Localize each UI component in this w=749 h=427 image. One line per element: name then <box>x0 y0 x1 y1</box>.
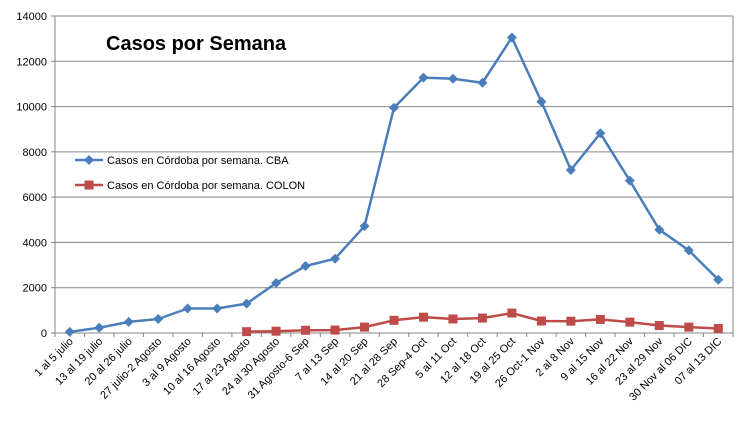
series-2 <box>242 308 723 337</box>
axes <box>54 16 734 334</box>
data-point <box>389 102 399 113</box>
data-point <box>625 317 635 327</box>
y-tick-label: 12000 <box>16 56 47 68</box>
chart-title: Casos por Semana <box>106 33 287 55</box>
data-point <box>301 325 311 335</box>
data-point <box>123 316 134 327</box>
data-point <box>447 73 458 84</box>
data-point <box>271 326 281 336</box>
y-tick-label: 14000 <box>16 11 47 23</box>
y-tick-label: 2000 <box>23 283 47 295</box>
data-point <box>595 314 605 324</box>
data-point <box>359 221 370 232</box>
data-point <box>654 224 665 235</box>
data-point <box>271 277 282 288</box>
legend-marker <box>84 155 94 165</box>
data-point <box>389 315 399 325</box>
legend: Casos en Córdoba por semana. CBA Casos en… <box>75 155 305 192</box>
y-tick-label: 8000 <box>23 147 47 159</box>
data-point <box>448 314 458 324</box>
data-point <box>94 322 105 333</box>
data-point <box>477 77 488 88</box>
grid-lines <box>55 15 733 334</box>
series-1 <box>64 32 724 337</box>
data-point <box>565 164 576 175</box>
data-point <box>713 274 724 285</box>
data-point <box>300 260 311 271</box>
data-point <box>683 245 694 256</box>
y-tick-label: 6000 <box>23 192 47 204</box>
data-point <box>212 303 223 314</box>
data-point <box>507 308 517 318</box>
legend-marker <box>84 180 94 190</box>
legend-label: Casos en Córdoba por semana. CBA <box>107 155 289 167</box>
data-point <box>595 128 606 139</box>
data-point <box>418 72 429 83</box>
data-point <box>64 326 75 337</box>
data-point <box>506 32 517 43</box>
data-point <box>330 325 340 335</box>
data-point <box>684 322 694 332</box>
series-layer <box>64 32 724 337</box>
data-point <box>153 313 164 324</box>
y-axis-ticks: 0 2000 4000 6000 8000 10000 12000 14000 <box>16 11 55 340</box>
data-point <box>182 303 193 314</box>
y-tick-label: 0 <box>41 328 47 340</box>
data-point <box>477 313 487 323</box>
data-point <box>241 298 252 309</box>
data-point <box>418 312 428 322</box>
data-point <box>566 316 576 326</box>
data-point <box>654 321 664 331</box>
data-point <box>624 175 635 186</box>
data-point <box>330 253 341 264</box>
data-point <box>536 96 547 107</box>
legend-label: Casos en Córdoba por semana. COLON <box>107 180 305 192</box>
y-tick-label: 4000 <box>23 237 47 249</box>
y-tick-label: 10000 <box>16 102 47 114</box>
data-point <box>242 327 252 337</box>
data-point <box>536 316 546 326</box>
data-point <box>360 322 370 332</box>
data-point <box>713 323 723 333</box>
